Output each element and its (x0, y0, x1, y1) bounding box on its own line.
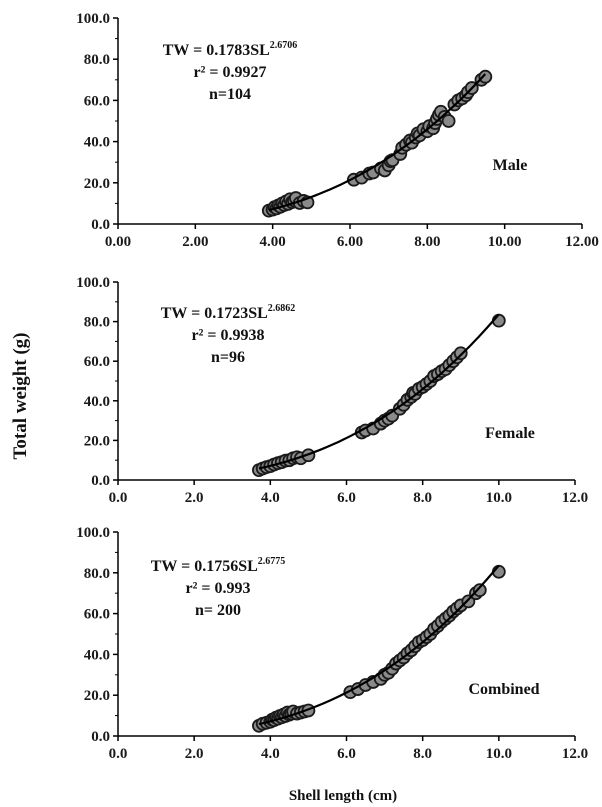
equation-label: TW = 0.1723SL2.6862 (161, 303, 296, 322)
x-tick-label: 10.0 (486, 746, 512, 762)
x-tick-label: 0.00 (105, 234, 131, 250)
equation-label: TW = 0.1756SL2.6775 (151, 556, 286, 575)
y-tick-label: 60.0 (84, 354, 110, 370)
x-tick-label: 4.0 (261, 490, 280, 506)
y-tick-label: 40.0 (84, 394, 110, 410)
y-tick-label: 60.0 (84, 607, 110, 623)
panel-label: Female (485, 425, 535, 442)
equation-label: TW = 0.1783SL2.6706 (163, 40, 298, 59)
y-tick-label: 100.0 (76, 11, 110, 27)
x-tick-label: 6.0 (337, 490, 356, 506)
x-tick-label: 4.00 (260, 234, 286, 250)
x-tick-label: 6.00 (337, 234, 363, 250)
y-tick-label: 40.0 (84, 135, 110, 151)
y-tick-label: 20.0 (84, 688, 110, 704)
x-tick-label: 2.0 (185, 746, 204, 762)
sample-size-label: n=96 (211, 349, 245, 366)
sample-size-label: n=104 (209, 86, 251, 103)
y-tick-label: 80.0 (84, 52, 110, 68)
y-tick-label: 40.0 (84, 647, 110, 663)
x-tick-label: 6.0 (337, 746, 356, 762)
y-tick-label: 20.0 (84, 433, 110, 449)
y-tick-label: 20.0 (84, 176, 110, 192)
data-point (441, 114, 456, 128)
r-squared-label: r² = 0.993 (185, 580, 250, 597)
x-tick-label: 0.0 (109, 490, 128, 506)
x-axis-title: Shell length (cm) (289, 788, 397, 804)
data-point (478, 69, 493, 84)
fit-curve (258, 313, 500, 470)
x-tick-label: 4.0 (261, 746, 280, 762)
panel-combined: 0.0 20.0 40.0 60.0 80.0 100.0 0.0 2.0 4.0 6.0 8.0 1… (76, 525, 588, 762)
panel-male: 0.0 20.0 40.0 60.0 80.0 100.0 0.00 2.00 4.00 6.00… (76, 11, 599, 250)
data-point (453, 346, 468, 361)
y-tick-label: 100.0 (76, 525, 110, 541)
x-tick-label: 10.00 (488, 234, 522, 250)
r-squared-label: r² = 0.9938 (191, 327, 264, 344)
y-tick-label: 60.0 (84, 93, 110, 109)
x-tick-label: 8.0 (413, 746, 432, 762)
x-tick-label: 12.0 (562, 490, 588, 506)
y-tick-label: 80.0 (84, 315, 110, 331)
fit-curve (268, 73, 487, 212)
panel-female: 0.0 20.0 40.0 60.0 80.0 100.0 0.0 2.0 4.0 6.0 8.0 1… (76, 275, 588, 506)
y-tick-label: 100.0 (76, 275, 110, 291)
r-squared-label: r² = 0.9927 (193, 64, 266, 81)
sample-size-label: n= 200 (195, 602, 241, 619)
x-tick-label: 2.0 (185, 490, 204, 506)
x-tick-label: 8.0 (413, 490, 432, 506)
x-tick-label: 8.00 (414, 234, 440, 250)
y-tick-label: 0.0 (91, 217, 110, 233)
panel-label: Male (493, 157, 528, 174)
y-tick-label: 0.0 (91, 729, 110, 745)
data-point (461, 594, 476, 609)
x-tick-label: 12.0 (562, 746, 588, 762)
x-tick-label: 2.00 (182, 234, 208, 250)
y-tick-label: 0.0 (91, 473, 110, 489)
y-axis-title: Total weight (g) (10, 332, 31, 459)
x-tick-label: 0.0 (109, 746, 128, 762)
fit-curve (258, 564, 500, 726)
x-tick-label: 12.00 (565, 234, 599, 250)
data-point (472, 583, 487, 598)
y-tick-label: 80.0 (84, 566, 110, 582)
x-tick-label: 10.0 (486, 490, 512, 506)
panel-label: Combined (468, 681, 539, 698)
